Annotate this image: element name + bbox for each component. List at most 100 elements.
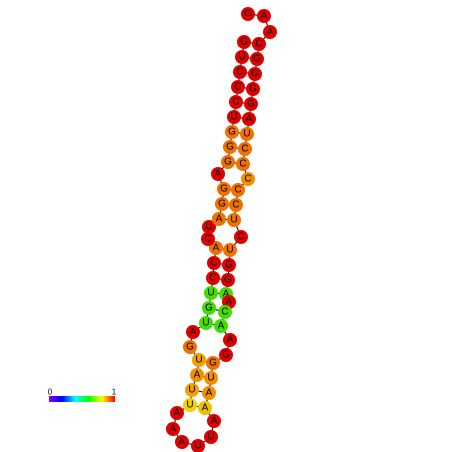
nucleotide	[204, 286, 218, 300]
nucleotide	[244, 97, 258, 111]
nucleotide	[204, 430, 218, 444]
nucleotide	[166, 422, 180, 436]
nucleotide-label: U	[194, 441, 201, 452]
color-scale	[49, 396, 115, 402]
nucleotide-label: G	[251, 69, 259, 80]
nucleotide-label: G	[247, 99, 255, 110]
nucleotide-label: C	[237, 232, 244, 243]
nucleotide-label: G	[240, 37, 248, 48]
nucleotide	[207, 256, 221, 270]
nucleotide-label: A	[174, 408, 181, 419]
nodes: G AACGGGGAUCCCCCUCUGGAACAAGGUAAAUUAAAUUAU…	[166, 7, 277, 452]
nucleotide-label: C	[244, 174, 251, 185]
nucleotide-label: A	[218, 321, 225, 332]
nucleotide-label: G	[218, 199, 226, 210]
nucleotide-label: G	[220, 184, 228, 195]
nucleotide-label: U	[207, 373, 214, 384]
nucleotide	[246, 82, 260, 96]
nucleotide	[233, 65, 247, 79]
nucleotide-label: A	[213, 243, 220, 254]
nucleotide	[236, 157, 250, 171]
nucleotide	[209, 241, 223, 255]
nucleotide-label: C	[239, 159, 246, 170]
nucleotide	[252, 37, 266, 51]
nucleotide-label: U	[207, 288, 214, 299]
nucleotide	[185, 383, 199, 397]
nucleotide-label: A	[211, 416, 218, 427]
nucleotide	[214, 319, 228, 333]
nucleotide-label: A	[216, 214, 223, 225]
nucleotide	[257, 9, 271, 23]
nucleotide	[227, 213, 241, 227]
nucleotide-label: A	[215, 169, 222, 180]
nucleotide-label: U	[202, 318, 209, 329]
nucleotide-label: G	[226, 142, 234, 153]
nucleotide-label: C	[234, 185, 241, 196]
nucleotide	[240, 127, 254, 141]
nucleotide-label: G	[186, 342, 194, 353]
nucleotide-label: G	[205, 303, 213, 314]
nucleotide	[225, 125, 239, 139]
nucleotide-label: U	[207, 432, 214, 443]
nucleotide-label: C	[232, 97, 239, 108]
nucleotide	[227, 110, 241, 124]
nucleotide	[202, 301, 216, 315]
nucleotide	[199, 316, 213, 330]
nucleotide-label: C	[221, 307, 228, 318]
nucleotide	[234, 230, 248, 244]
nucleotide-label: A	[226, 297, 233, 308]
nucleotide	[238, 142, 252, 156]
nucleotide	[250, 52, 264, 66]
nucleotide	[223, 243, 237, 257]
nucleotide	[223, 140, 237, 154]
nucleotide	[219, 348, 233, 362]
nucleotide	[222, 258, 236, 272]
nucleotide	[175, 435, 189, 449]
nucleotide	[241, 7, 255, 21]
nucleotide-label: A	[190, 327, 197, 338]
nucleotide	[191, 439, 205, 452]
nucleotide	[263, 25, 277, 39]
nucleotide-label: C	[210, 258, 217, 269]
nucleotide-label: G	[228, 127, 236, 138]
nucleotide-label: C	[232, 200, 239, 211]
nucleotide-label: A	[227, 335, 234, 346]
nucleotide-label: U	[238, 52, 245, 63]
nucleotide-label: A	[267, 27, 274, 38]
nucleotide	[211, 167, 225, 181]
nucleotide-label: C	[241, 144, 248, 155]
nucleotide-label: C	[236, 67, 243, 78]
nucleotide-label: A	[261, 11, 268, 22]
nucleotide-label: U	[186, 400, 193, 411]
nucleotide-label: A	[179, 437, 186, 448]
nucleotide	[170, 406, 184, 420]
nucleotide-label: U	[243, 129, 250, 140]
nucleotide	[204, 371, 218, 385]
nucleotide	[183, 398, 197, 412]
nucleotide	[229, 198, 243, 212]
nucleotide-label: A	[170, 424, 177, 435]
nucleotide	[202, 386, 216, 400]
nucleotide	[231, 80, 245, 94]
nucleotide	[207, 414, 221, 428]
nucleotide-label: C	[204, 234, 211, 245]
nucleotide-label: A	[223, 289, 230, 300]
nucleotide-label: C	[209, 273, 216, 284]
nucleotide	[198, 401, 212, 415]
nucleotide	[217, 182, 231, 196]
nucleotide-label: U	[188, 385, 195, 396]
nucleotide	[231, 183, 245, 197]
nucleotide	[212, 212, 226, 226]
nucleotide	[186, 325, 200, 339]
scale-max: 1	[112, 388, 117, 397]
nucleotide	[192, 353, 206, 367]
scale-min: 0	[48, 388, 53, 397]
nucleotide	[237, 35, 251, 49]
nucleotide-label: G	[224, 275, 232, 286]
nucleotide-label: G	[244, 9, 252, 20]
nucleotide	[241, 172, 255, 186]
nucleotide-label: G	[225, 260, 233, 271]
nucleotide-label: C	[234, 82, 241, 93]
nucleotide	[215, 197, 229, 211]
